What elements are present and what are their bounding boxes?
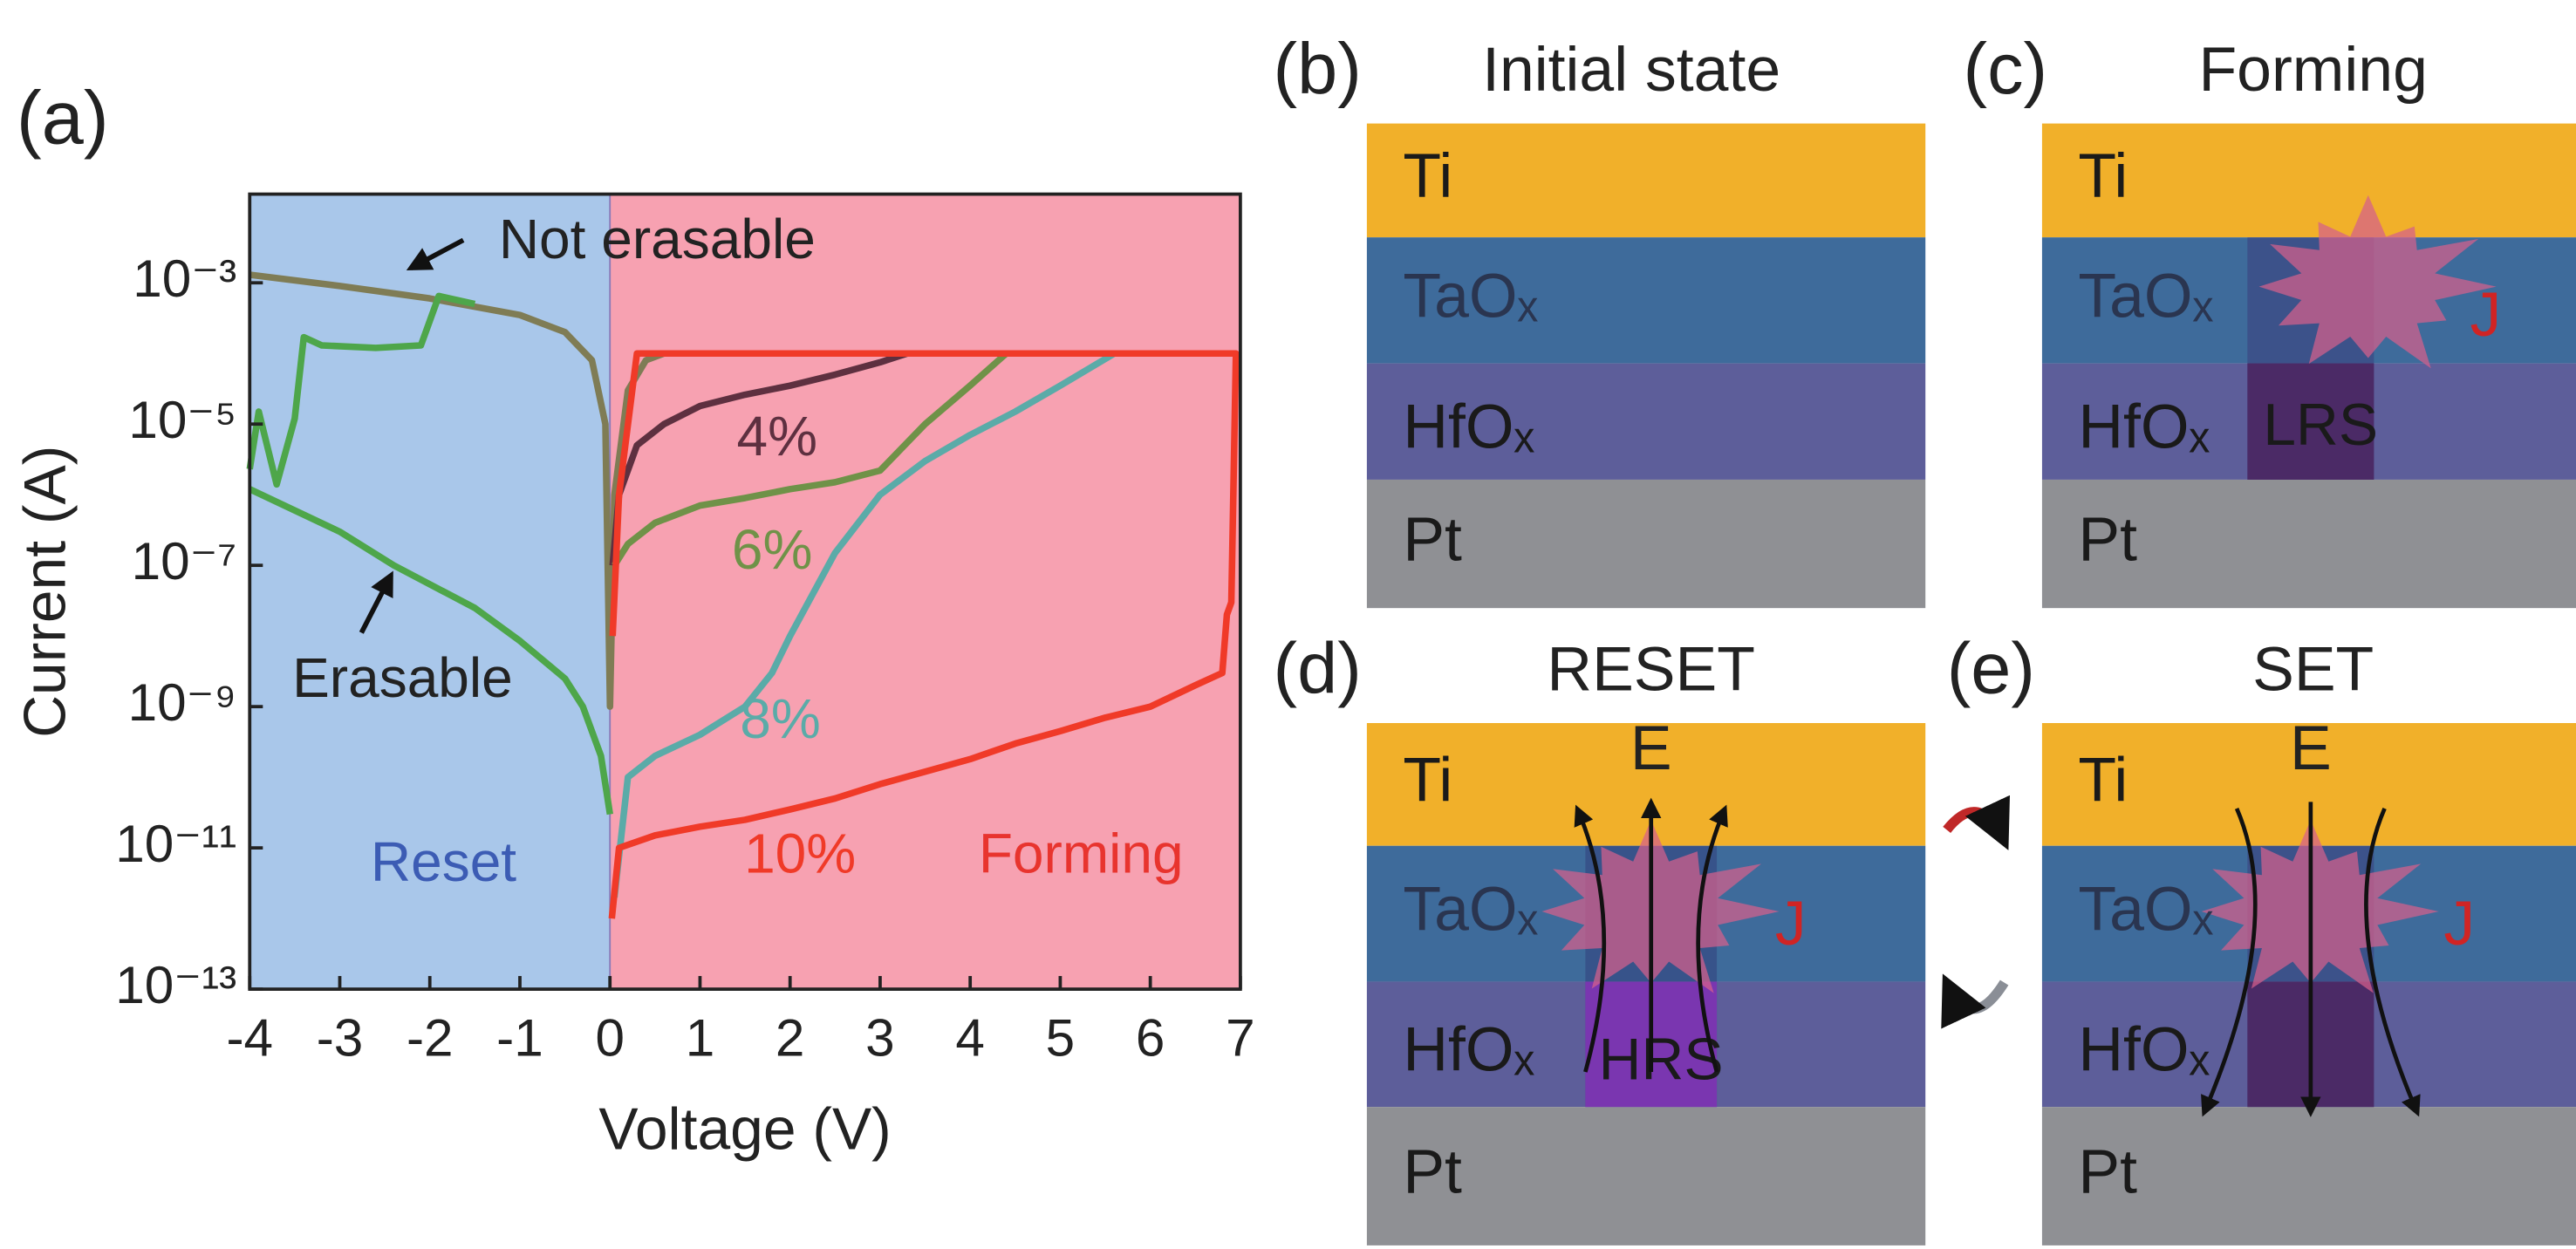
layer-label: TaOₓ <box>1403 874 1538 944</box>
layer-label: Pt <box>1403 1136 1462 1206</box>
field-arrow <box>1696 804 1728 1073</box>
series-line <box>609 350 909 566</box>
annotation-arrow <box>406 237 465 270</box>
series-label: 10% <box>744 822 856 884</box>
layer-label: Pt <box>2078 504 2137 574</box>
series-line <box>612 351 1009 568</box>
region <box>610 194 1240 990</box>
series-line <box>608 350 1240 919</box>
layer-label: Ti <box>2078 745 2128 815</box>
x-tick-label: 5 <box>1046 1007 1076 1067</box>
layer-label: HfOₓ <box>2078 1015 2210 1085</box>
layer-label: Ti <box>1403 745 1452 815</box>
field-arrow <box>2201 807 2258 1117</box>
field-label: E <box>1630 713 1672 783</box>
y-tick-label: 10⁻¹³ <box>115 955 236 1014</box>
layer <box>1366 1107 1926 1246</box>
panel-label: (d) <box>1274 627 1362 708</box>
series-line <box>611 351 1117 898</box>
x-tick-label: 7 <box>1226 1007 1255 1067</box>
panel-label: (b) <box>1274 28 1362 109</box>
field-label: E <box>2290 713 2332 783</box>
current-label: J <box>2470 280 2502 350</box>
series-line <box>246 292 613 816</box>
layer <box>2041 123 2576 238</box>
x-tick-label: -1 <box>496 1007 543 1067</box>
y-tick-label: 10⁻⁹ <box>128 672 237 732</box>
panel-label: (e) <box>1947 627 2035 708</box>
current-burst <box>1541 820 1780 993</box>
series-label: 6% <box>732 518 813 581</box>
layer-label: Ti <box>1403 141 1452 211</box>
current-burst <box>2201 820 2439 993</box>
x-tick-label: 3 <box>865 1007 895 1067</box>
filament-label: HRS <box>1598 1027 1723 1093</box>
layer-label: TaOₓ <box>1403 261 1538 331</box>
region-label: Forming <box>979 822 1184 884</box>
x-axis-label: Voltage (V) <box>598 1097 891 1163</box>
field-arrow <box>2364 807 2421 1117</box>
panel-title: RESET <box>1547 634 1755 704</box>
layer <box>1366 123 1926 238</box>
layer-label: HfOₓ <box>1403 1015 1534 1085</box>
panel-title: Forming <box>2198 35 2427 105</box>
x-tick-label: -2 <box>407 1007 454 1067</box>
y-axis-label: Current (A) <box>12 446 78 738</box>
plot-frame <box>248 192 1242 991</box>
series-label: 4% <box>737 405 818 468</box>
current-label: J <box>2443 889 2475 959</box>
panel-title: Initial state <box>1482 35 1780 105</box>
x-tick-label: 4 <box>955 1007 985 1067</box>
x-tick-label: 1 <box>686 1007 715 1067</box>
layer <box>1366 237 1926 364</box>
panel-title: SET <box>2252 634 2374 704</box>
layer <box>2041 1107 2576 1246</box>
x-tick-label: 2 <box>776 1007 805 1067</box>
filament-label: LRS <box>2263 392 2378 458</box>
filament <box>2247 363 2374 480</box>
layer-label: Pt <box>2078 1136 2137 1206</box>
layer <box>1366 722 1926 846</box>
y-tick-label: 10⁻⁵ <box>128 390 236 449</box>
x-tick-label: 6 <box>1136 1007 1165 1067</box>
annotation-arrow <box>359 570 393 634</box>
y-tick-label: 10⁻⁷ <box>132 531 237 590</box>
switch-arrow-red <box>1943 795 2010 850</box>
layer <box>1366 363 1926 480</box>
layer-label: HfOₓ <box>2078 392 2210 461</box>
switch-arrow-gray <box>1941 973 2009 1029</box>
series-label: Not erasable <box>499 208 816 270</box>
layer-label: HfOₓ <box>1403 392 1534 461</box>
series-label: Erasable <box>292 646 513 709</box>
current-burst <box>2258 195 2497 369</box>
series-label: 8% <box>740 687 821 750</box>
y-tick-label: 10⁻¹¹ <box>115 814 236 873</box>
current-label: J <box>1775 889 1807 959</box>
layer <box>2041 479 2576 609</box>
layer-label: TaOₓ <box>2078 874 2213 944</box>
x-tick-label: 0 <box>595 1007 625 1067</box>
x-tick-label: -3 <box>317 1007 364 1067</box>
panel-label: (a) <box>17 76 109 160</box>
field-arrow <box>1574 804 1607 1073</box>
panel-label: (c) <box>1964 28 2048 109</box>
y-tick-label: 10⁻³ <box>133 249 236 308</box>
region-label: Reset <box>371 830 516 893</box>
layer-label: Ti <box>2078 141 2128 211</box>
layer-label: TaOₓ <box>2078 261 2213 331</box>
layer <box>1366 479 1926 609</box>
x-tick-label: -4 <box>226 1007 273 1067</box>
layer-label: Pt <box>1403 504 1462 574</box>
